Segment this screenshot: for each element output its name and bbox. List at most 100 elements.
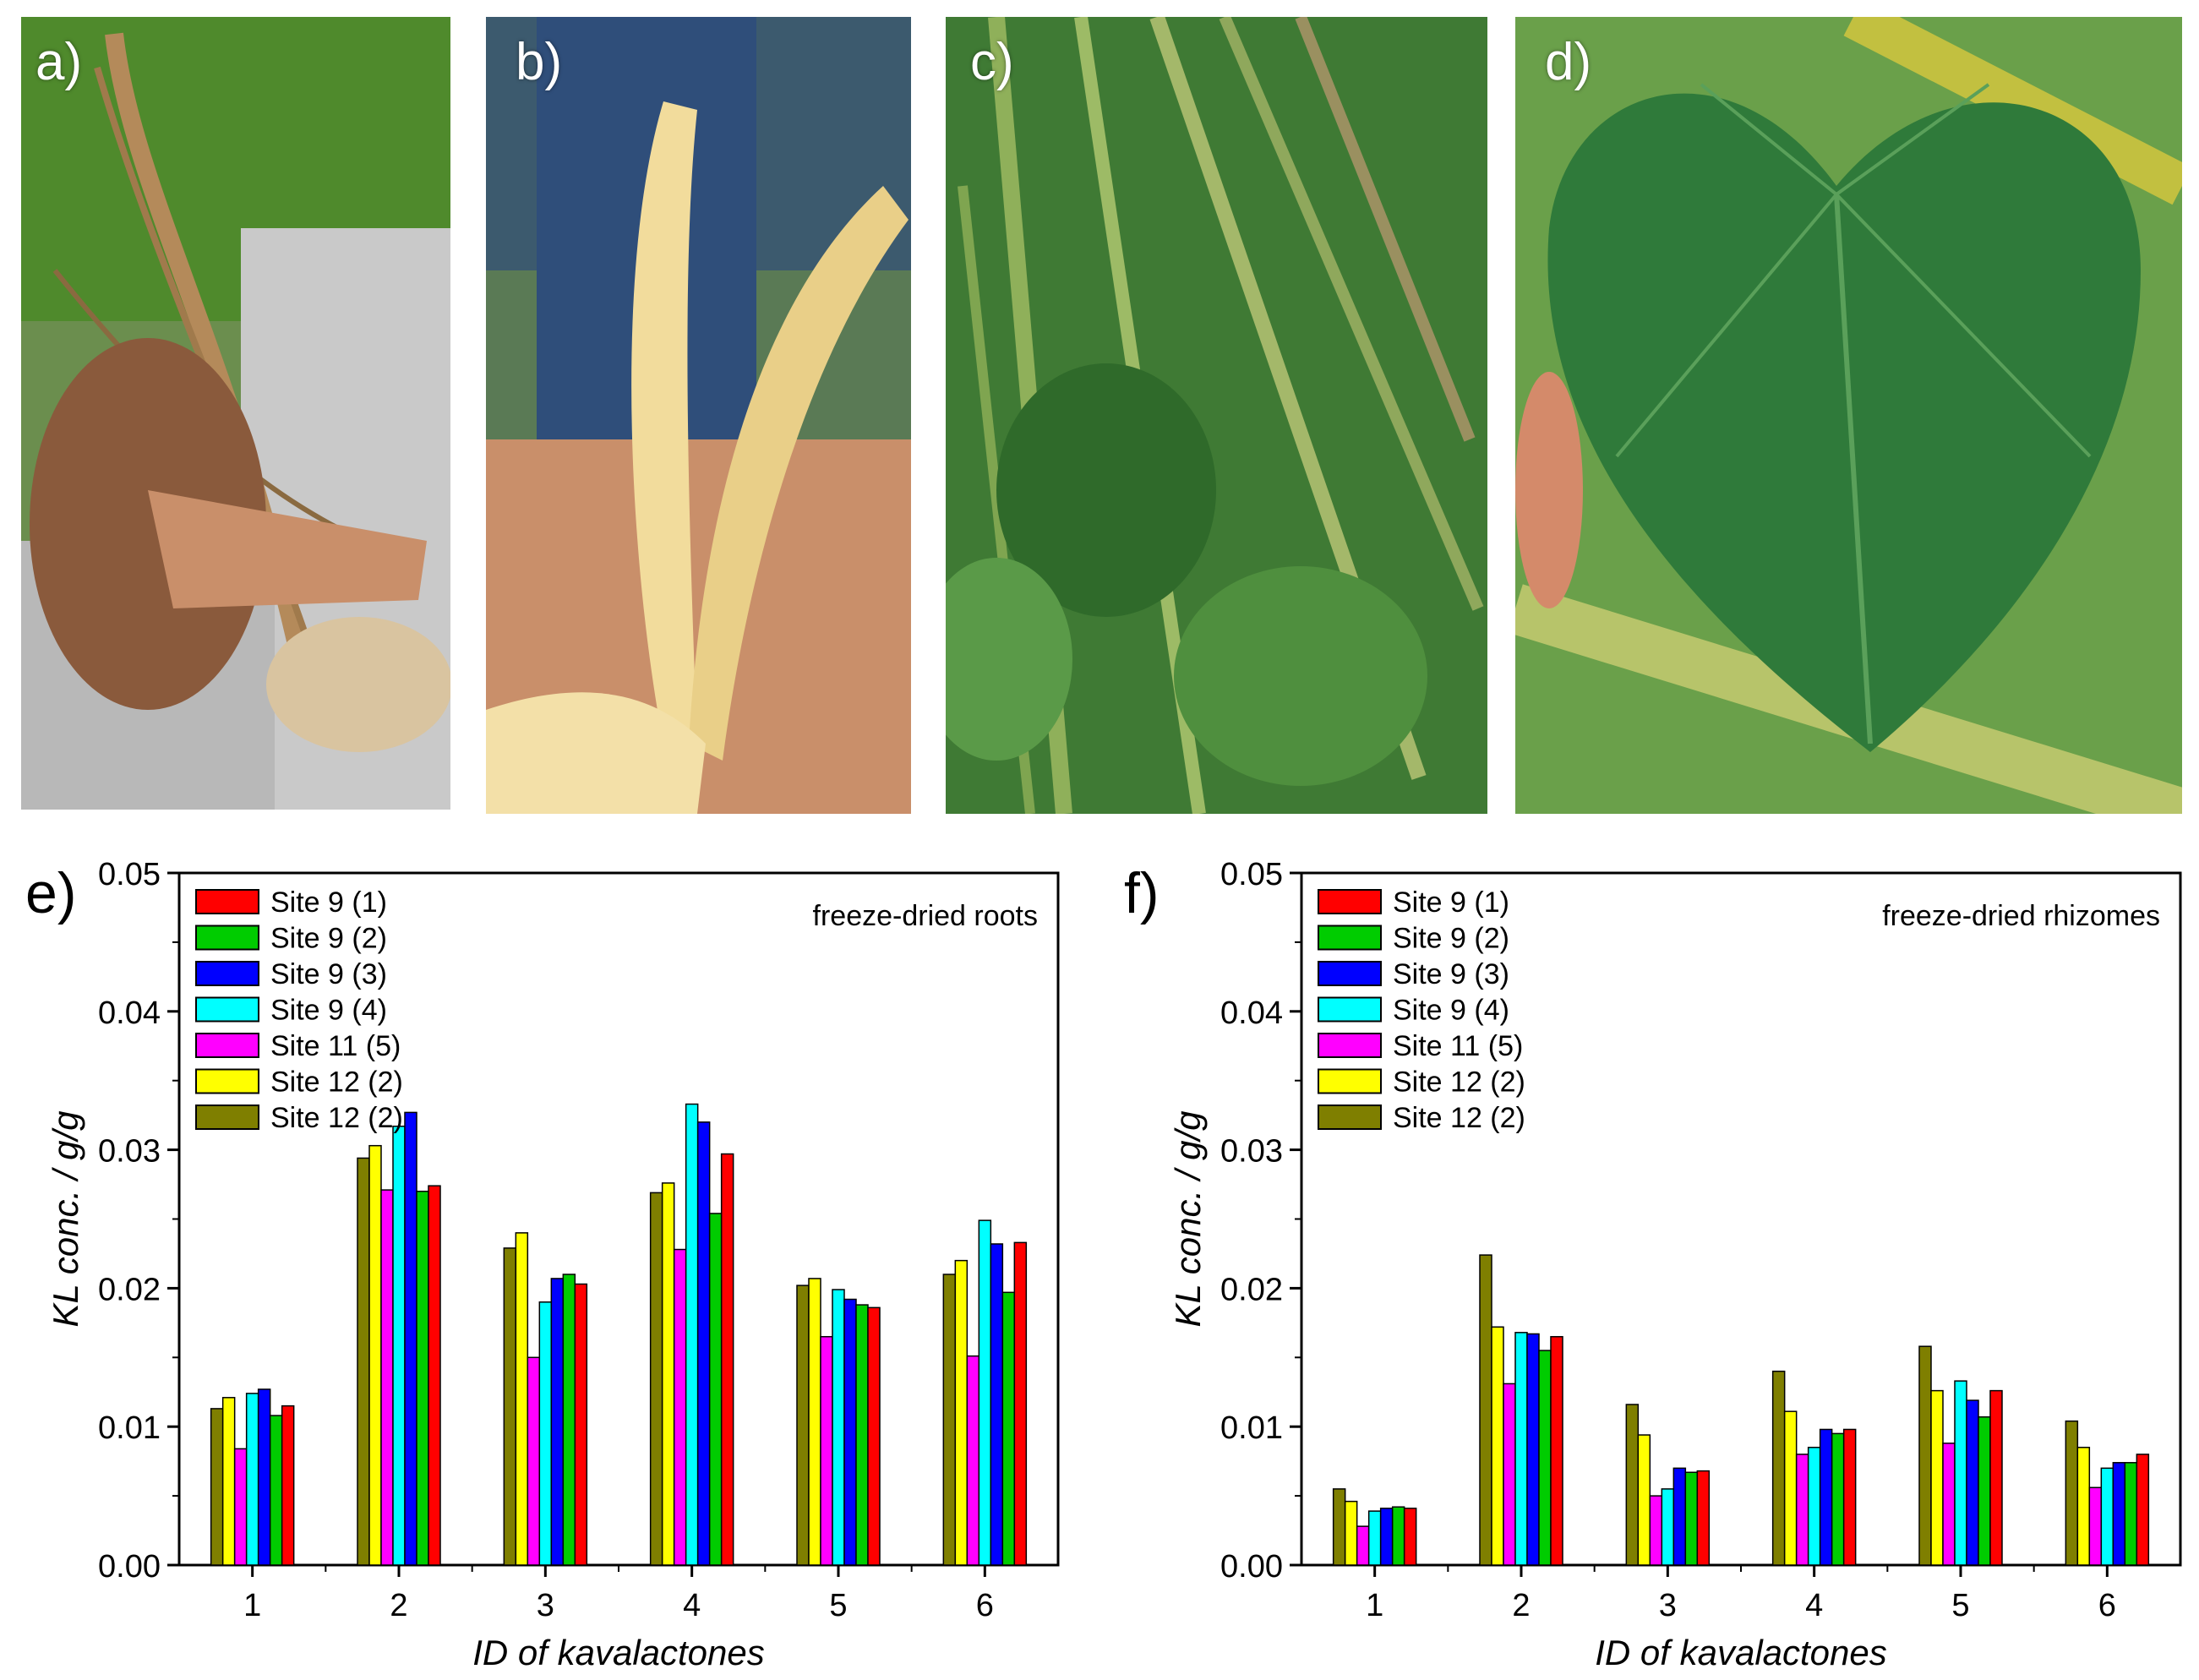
chart-e-bar <box>843 1298 857 1566</box>
chart-e-legend-label: Site 9 (2) <box>270 923 387 955</box>
photo-b-label: b) <box>516 33 563 91</box>
chart-f-bar <box>1918 1345 1932 1566</box>
chart-e-bar <box>990 1243 1004 1566</box>
chart-f-legend-swatch <box>1318 1105 1382 1130</box>
chart-e-bar <box>649 1192 663 1566</box>
chart-e-bar <box>257 1388 271 1566</box>
chart-e-xtick-label: 6 <box>976 1588 994 1623</box>
chart-e-ytick-label: 0.03 <box>98 1134 161 1170</box>
chart-f-bar <box>1550 1335 1563 1566</box>
photo-a <box>21 17 450 810</box>
chart-f-bar <box>1649 1495 1663 1566</box>
chart-e-bar <box>696 1121 711 1566</box>
chart-e-bar <box>720 1153 734 1566</box>
chart-e-bar <box>574 1283 588 1566</box>
chart-f-xtick-label: 4 <box>1805 1588 1823 1623</box>
chart-f-bar <box>1942 1443 1956 1566</box>
chart-e-bar <box>392 1126 406 1566</box>
chart-e-legend-swatch <box>195 889 259 914</box>
chart-e-bar <box>1001 1291 1016 1566</box>
chart-f-legend-label: Site 12 (2) <box>1393 1066 1525 1099</box>
chart-f-bar <box>2065 1420 2079 1566</box>
photo-d-label: d) <box>1545 33 1592 91</box>
chart-e-bar <box>978 1219 992 1566</box>
chart-e-legend-label: Site 11 (5) <box>270 1030 401 1062</box>
chart-f-bar <box>1978 1415 1991 1566</box>
chart-e-legend-swatch <box>195 1033 259 1058</box>
chart-e-bar <box>269 1415 283 1566</box>
chart-f-bar <box>1514 1332 1528 1566</box>
chart-f-xtick-label: 3 <box>1659 1588 1677 1623</box>
chart-e-legend-swatch <box>195 961 259 986</box>
chart-e-bar <box>515 1232 529 1566</box>
chart-f-bar <box>1819 1428 1833 1566</box>
chart-f-legend-label: Site 9 (4) <box>1393 995 1509 1027</box>
chart-f-bar <box>1930 1389 1944 1566</box>
chart-e-bar <box>233 1448 248 1566</box>
chart-f-ytick-label: 0.03 <box>1220 1134 1283 1170</box>
chart-e-bar <box>404 1111 417 1566</box>
chart-f-bar <box>1954 1380 1967 1566</box>
chart-f-ytick-label: 0.00 <box>1220 1549 1283 1585</box>
chart-e-bar <box>380 1189 394 1566</box>
chart-f-legend-swatch <box>1318 925 1382 951</box>
chart-f-bar <box>1831 1432 1845 1566</box>
chart-e-bar <box>673 1248 687 1566</box>
chart-e-bar <box>820 1335 833 1566</box>
chart-e-xtick-label: 2 <box>390 1588 407 1623</box>
chart-e-ytick-label: 0.05 <box>98 857 161 892</box>
chart-e-legend-swatch <box>195 925 259 951</box>
chart-f-bar <box>2088 1486 2103 1566</box>
chart-f-legend-swatch <box>1318 889 1382 914</box>
chart-f-bar <box>1332 1488 1346 1566</box>
chart-e-annotation: freeze-dried roots <box>813 900 1038 932</box>
chart-e-label: e) <box>25 861 77 925</box>
chart-f-bar <box>1526 1333 1540 1566</box>
chart-f-bar <box>1661 1488 1675 1566</box>
chart-f-bar <box>1503 1383 1516 1566</box>
chart-e-bar <box>708 1213 723 1566</box>
chart-e-legend-swatch <box>195 1068 259 1094</box>
chart-f-bar <box>1379 1508 1394 1566</box>
chart-f-legend-label: Site 12 (2) <box>1393 1102 1525 1134</box>
chart-e-xtick-label: 5 <box>829 1588 847 1623</box>
chart-e-bar <box>832 1289 845 1566</box>
chart-f-legend-label: Site 11 (5) <box>1393 1030 1523 1062</box>
chart-e-ytick-label: 0.02 <box>98 1272 161 1307</box>
chart-e-legend-swatch <box>195 1105 259 1130</box>
chart-f-ytick-label: 0.02 <box>1220 1272 1283 1307</box>
chart-f-bar <box>1842 1428 1857 1566</box>
chart-f-legend-swatch <box>1318 1068 1382 1094</box>
chart-e-ytick-label: 0.01 <box>98 1410 161 1446</box>
chart-f-bar <box>1491 1326 1504 1566</box>
chart-f-ytick-label: 0.04 <box>1220 995 1283 1031</box>
chart-f-bar <box>2112 1462 2126 1566</box>
chart-e-bar <box>281 1405 295 1566</box>
photo-c-label: c) <box>970 33 1014 91</box>
chart-f-bar <box>2124 1462 2138 1566</box>
chart-f-xtick-label: 5 <box>1951 1588 1969 1623</box>
photo-c <box>946 17 1487 814</box>
chart-f-bar <box>1795 1454 1809 1566</box>
chart-f-bar <box>2076 1447 2091 1566</box>
chart-f-ylabel: KL conc. / g/g <box>1168 1110 1208 1327</box>
chart-e-xtick-label: 1 <box>243 1588 261 1623</box>
chart-e-bar <box>1013 1241 1028 1566</box>
chart-e-bar <box>661 1182 675 1566</box>
chart-e-legend-label: Site 12 (2) <box>270 1102 403 1134</box>
chart-e-legend-label: Site 9 (4) <box>270 995 387 1027</box>
chart-f-xtick-label: 1 <box>1366 1588 1383 1623</box>
chart-f-bar <box>1771 1370 1786 1566</box>
chart-e-bar <box>796 1285 810 1566</box>
chart-f-bar <box>1356 1525 1370 1566</box>
chart-f-bar <box>1344 1500 1358 1566</box>
chart-e-ytick-label: 0.00 <box>98 1549 161 1585</box>
chart-e-bar <box>538 1301 553 1566</box>
chart-f-bar <box>1783 1410 1798 1566</box>
chart-e-bar <box>808 1278 821 1566</box>
chart-e-bar <box>221 1397 236 1566</box>
chart-e-ylabel: KL conc. / g/g <box>46 1110 85 1327</box>
chart-f-legend-swatch <box>1318 996 1382 1023</box>
chart-f-bar <box>1807 1447 1821 1566</box>
